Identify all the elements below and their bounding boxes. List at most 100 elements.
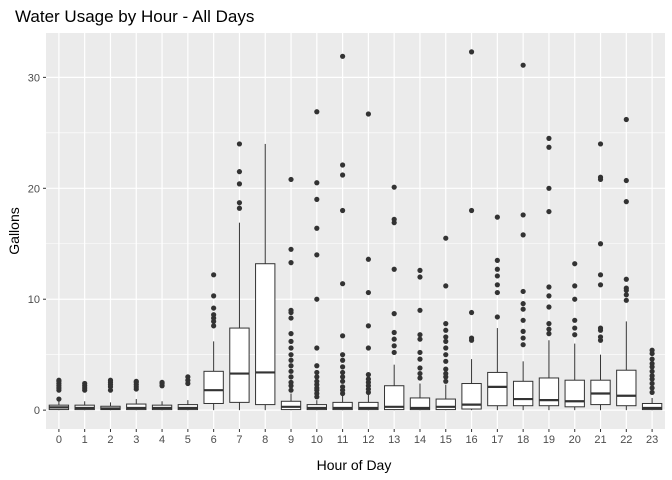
outlier-point xyxy=(649,356,655,362)
outlier-point xyxy=(494,266,500,272)
outlier-point xyxy=(314,369,320,376)
outlier-point xyxy=(597,174,604,180)
box-iqr xyxy=(332,401,353,411)
outlier-point xyxy=(597,241,604,247)
outlier-point xyxy=(314,374,320,380)
x-tick-label: 13 xyxy=(388,434,400,446)
outlier-point xyxy=(597,282,604,288)
outlier-point xyxy=(494,282,500,288)
outlier-point xyxy=(236,169,243,175)
outlier-point xyxy=(417,356,423,362)
outlier-point xyxy=(211,293,217,299)
outlier-point xyxy=(623,292,629,298)
box-series xyxy=(48,49,663,411)
outlier-point xyxy=(391,311,397,317)
outlier-point xyxy=(417,336,423,342)
outlier-point xyxy=(443,358,449,364)
x-tick-label: 4 xyxy=(159,434,165,446)
x-tick-label: 16 xyxy=(465,434,477,446)
x-tick-label: 15 xyxy=(440,434,452,446)
x-axis-title: Hour of Day xyxy=(317,457,392,473)
outlier-point xyxy=(288,315,294,321)
box-hour-13 xyxy=(384,184,405,411)
box-iqr xyxy=(590,379,611,406)
outlier-point xyxy=(288,307,294,313)
outlier-point xyxy=(340,162,346,168)
outlier-point xyxy=(546,185,552,191)
box-hour-15 xyxy=(435,235,456,411)
outlier-point xyxy=(494,289,500,296)
x-tick-label: 1 xyxy=(82,434,88,446)
x-tick-label: 7 xyxy=(236,434,242,446)
outlier-point xyxy=(649,389,655,395)
y-tick-label: 10 xyxy=(28,294,40,306)
outlier-point xyxy=(288,368,294,374)
box-hour-21 xyxy=(590,141,611,411)
outlier-point xyxy=(572,296,578,302)
outlier-point xyxy=(365,345,371,351)
x-tick-label: 10 xyxy=(311,434,323,446)
box-iqr xyxy=(564,379,585,408)
outlier-point xyxy=(520,342,526,348)
outlier-point xyxy=(572,283,578,289)
outlier-point xyxy=(211,323,217,329)
box-hour-17 xyxy=(487,214,508,411)
outlier-point xyxy=(546,208,552,215)
outlier-point xyxy=(159,379,165,386)
outlier-point xyxy=(365,323,371,329)
x-tick-label: 21 xyxy=(594,434,606,446)
box-hour-9 xyxy=(280,176,302,411)
outlier-point xyxy=(236,181,243,187)
x-tick-label: 20 xyxy=(569,434,581,446)
outlier-point xyxy=(546,293,552,299)
outlier-point xyxy=(288,387,294,393)
outlier-point xyxy=(391,336,397,342)
outlier-point xyxy=(468,335,475,341)
outlier-point xyxy=(520,328,526,334)
outlier-point xyxy=(365,111,371,117)
x-tick-label: 14 xyxy=(414,434,426,446)
y-axis: 0 10 20 30 xyxy=(28,72,46,417)
outlier-point xyxy=(288,352,294,358)
outlier-point xyxy=(288,176,294,183)
outlier-point xyxy=(443,370,449,377)
plot-panel xyxy=(46,33,665,429)
y-tick-label: 20 xyxy=(28,183,40,195)
y-axis-title: Gallons xyxy=(6,207,22,254)
outlier-point xyxy=(443,334,449,340)
x-axis: 0 1 2 3 4 5 6 7 8 9 10 11 12 13 14 15 16 17 18 19 20 21 22 23 xyxy=(56,429,658,446)
outlier-point xyxy=(443,366,449,372)
outlier-point xyxy=(468,207,475,214)
outlier-point xyxy=(314,180,320,186)
x-tick-label: 9 xyxy=(288,434,294,446)
outlier-point xyxy=(494,214,500,220)
outlier-point xyxy=(546,304,552,310)
outlier-point xyxy=(623,199,629,205)
outlier-point xyxy=(623,297,629,303)
outlier-point xyxy=(649,373,655,379)
outlier-point xyxy=(417,274,423,280)
outlier-point xyxy=(314,225,320,231)
outlier-point xyxy=(572,261,578,267)
x-tick-label: 23 xyxy=(646,434,658,446)
box-hour-8 xyxy=(255,143,276,411)
x-tick-label: 8 xyxy=(262,434,268,446)
outlier-point xyxy=(520,301,526,307)
outlier-point xyxy=(391,216,397,222)
outlier-point xyxy=(391,343,397,349)
outlier-point xyxy=(546,144,552,150)
outlier-point xyxy=(314,196,320,202)
outlier-point xyxy=(314,378,320,384)
outlier-point xyxy=(288,379,294,386)
outlier-point xyxy=(314,363,320,369)
outlier-point xyxy=(494,273,500,279)
box-hour-18 xyxy=(512,62,534,411)
box-hour-1 xyxy=(74,380,95,411)
box-iqr xyxy=(280,400,302,411)
x-tick-label: 11 xyxy=(337,434,348,446)
box-iqr xyxy=(512,380,534,407)
outlier-point xyxy=(340,374,346,380)
outlier-point xyxy=(417,307,423,313)
outlier-point xyxy=(236,141,243,147)
outlier-point xyxy=(288,363,294,369)
